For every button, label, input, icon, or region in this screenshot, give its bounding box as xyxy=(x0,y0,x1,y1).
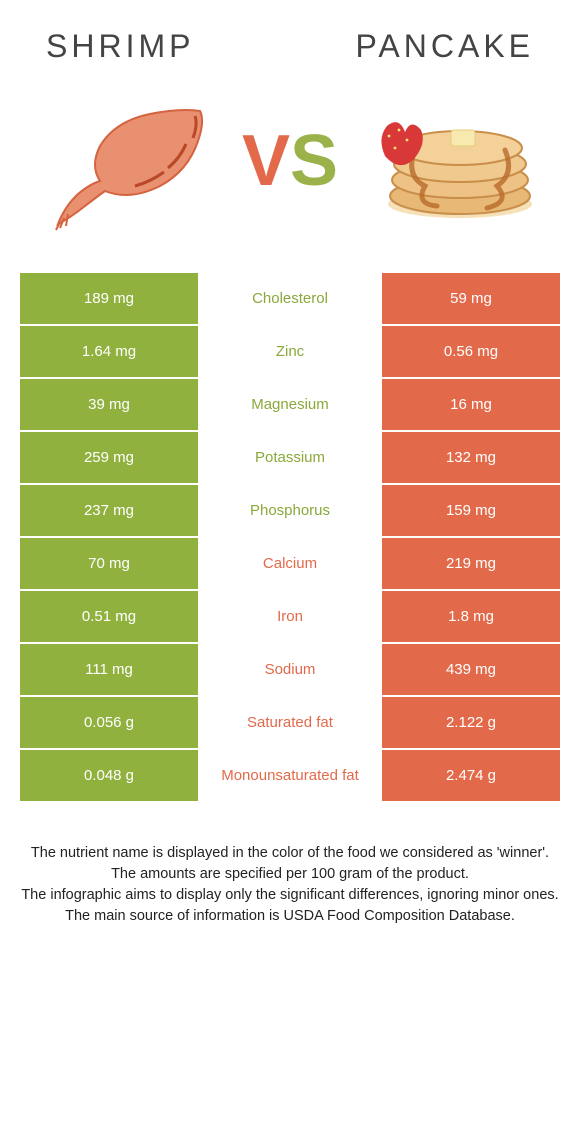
image-row: VS xyxy=(0,73,580,273)
right-value-cell: 219 mg xyxy=(380,538,560,589)
nutrient-name: Calcium xyxy=(263,555,317,572)
right-value-cell: 2.474 g xyxy=(380,750,560,801)
nutrient-name-cell: Cholesterol xyxy=(200,273,380,324)
right-value-cell: 159 mg xyxy=(380,485,560,536)
comparison-table: 189 mg Cholesterol 59 mg 1.64 mg Zinc 0.56 mg… xyxy=(20,273,560,803)
nutrient-name: Sodium xyxy=(265,661,316,678)
nutrient-name: Magnesium xyxy=(251,396,329,413)
nutrient-name-cell: Magnesium xyxy=(200,379,380,430)
nutrient-name-cell: Calcium xyxy=(200,538,380,589)
left-value-cell: 259 mg xyxy=(20,432,200,483)
left-value-cell: 189 mg xyxy=(20,273,200,324)
table-row: 189 mg Cholesterol 59 mg xyxy=(20,273,560,326)
nutrient-name-cell: Sodium xyxy=(200,644,380,695)
table-row: 39 mg Magnesium 16 mg xyxy=(20,379,560,432)
left-value-cell: 39 mg xyxy=(20,379,200,430)
vs-s: S xyxy=(290,120,338,202)
vs-label: VS xyxy=(242,120,338,202)
right-value-cell: 2.122 g xyxy=(380,697,560,748)
footer-line: The amounts are specified per 100 gram o… xyxy=(20,864,560,885)
nutrient-name-cell: Phosphorus xyxy=(200,485,380,536)
pancake-image xyxy=(350,76,540,246)
title-bar: Shrimp Pancake xyxy=(0,0,580,73)
nutrient-name: Phosphorus xyxy=(250,502,330,519)
table-row: 70 mg Calcium 219 mg xyxy=(20,538,560,591)
right-value-cell: 59 mg xyxy=(380,273,560,324)
left-value-cell: 111 mg xyxy=(20,644,200,695)
table-row: 0.51 mg Iron 1.8 mg xyxy=(20,591,560,644)
left-value-cell: 1.64 mg xyxy=(20,326,200,377)
nutrient-name: Monounsaturated fat xyxy=(221,767,359,784)
right-value-cell: 16 mg xyxy=(380,379,560,430)
table-row: 259 mg Potassium 132 mg xyxy=(20,432,560,485)
footer-line: The infographic aims to display only the… xyxy=(20,885,560,906)
nutrient-name: Cholesterol xyxy=(252,290,328,307)
left-value-cell: 0.51 mg xyxy=(20,591,200,642)
table-row: 0.048 g Monounsaturated fat 2.474 g xyxy=(20,750,560,803)
footer-line: The nutrient name is displayed in the co… xyxy=(20,843,560,864)
nutrient-name: Potassium xyxy=(255,449,325,466)
left-value-cell: 0.056 g xyxy=(20,697,200,748)
table-row: 1.64 mg Zinc 0.56 mg xyxy=(20,326,560,379)
footer-notes: The nutrient name is displayed in the co… xyxy=(20,843,560,927)
nutrient-name-cell: Zinc xyxy=(200,326,380,377)
table-row: 0.056 g Saturated fat 2.122 g xyxy=(20,697,560,750)
left-value-cell: 237 mg xyxy=(20,485,200,536)
nutrient-name-cell: Iron xyxy=(200,591,380,642)
nutrient-name: Zinc xyxy=(276,343,304,360)
table-row: 237 mg Phosphorus 159 mg xyxy=(20,485,560,538)
nutrient-name-cell: Saturated fat xyxy=(200,697,380,748)
nutrient-name: Iron xyxy=(277,608,303,625)
left-food-title: Shrimp xyxy=(46,28,194,65)
right-value-cell: 1.8 mg xyxy=(380,591,560,642)
right-value-cell: 132 mg xyxy=(380,432,560,483)
left-value-cell: 70 mg xyxy=(20,538,200,589)
right-value-cell: 0.56 mg xyxy=(380,326,560,377)
footer-line: The main source of information is USDA F… xyxy=(20,906,560,927)
left-value-cell: 0.048 g xyxy=(20,750,200,801)
nutrient-name-cell: Potassium xyxy=(200,432,380,483)
vs-v: V xyxy=(242,120,290,202)
nutrient-name-cell: Monounsaturated fat xyxy=(200,750,380,801)
right-value-cell: 439 mg xyxy=(380,644,560,695)
table-row: 111 mg Sodium 439 mg xyxy=(20,644,560,697)
shrimp-image xyxy=(40,76,230,246)
nutrient-name: Saturated fat xyxy=(247,714,333,731)
right-food-title: Pancake xyxy=(355,28,534,65)
